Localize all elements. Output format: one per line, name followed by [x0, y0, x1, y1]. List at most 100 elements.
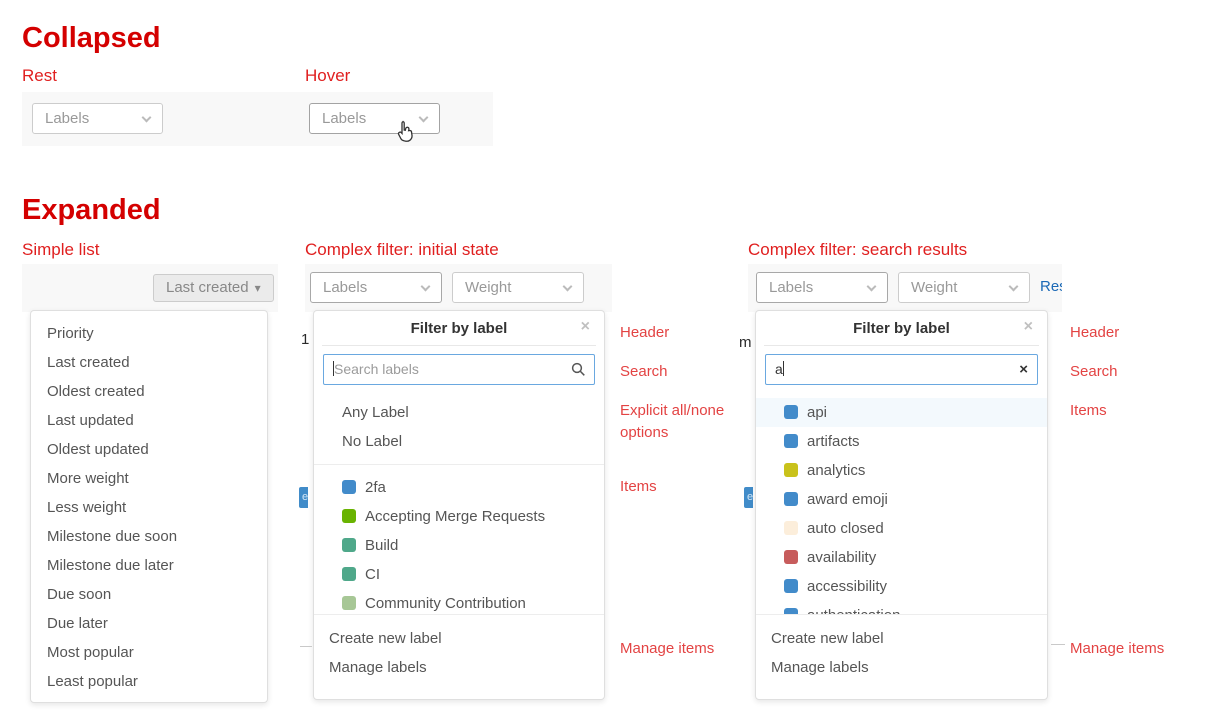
weight-dropdown[interactable]: Weight: [898, 272, 1030, 303]
label-option[interactable]: artifacts: [756, 427, 1047, 456]
annotation-all-none: Explicit all/none options: [620, 402, 725, 441]
dropdown-label: Weight: [911, 279, 958, 296]
sort-toggle-label: Last created: [166, 279, 249, 296]
label-option[interactable]: Accepting Merge Requests: [314, 502, 604, 531]
label-color-swatch: [784, 492, 798, 506]
label-search-field[interactable]: Search labels: [323, 354, 595, 385]
manage-action[interactable]: Manage labels: [771, 659, 869, 676]
label-name: accessibility: [807, 578, 888, 595]
label-name: Accepting Merge Requests: [365, 508, 546, 525]
label-option[interactable]: accessibility: [756, 572, 1047, 601]
manage-action[interactable]: Manage labels: [329, 659, 427, 676]
close-icon[interactable]: ×: [1023, 318, 1033, 335]
sort-option[interactable]: Less weight: [47, 499, 127, 516]
weight-dropdown[interactable]: Weight: [452, 272, 584, 303]
label-name: analytics: [807, 462, 866, 479]
list-divider: [314, 464, 604, 465]
label-option[interactable]: availability: [756, 543, 1047, 572]
chevron-down-icon: [866, 281, 877, 292]
caret-down-icon: ▾: [254, 281, 261, 295]
sort-option[interactable]: Last created: [47, 354, 130, 371]
label-color-swatch: [784, 463, 798, 477]
all-none-option[interactable]: Any Label: [342, 404, 409, 421]
search-value: a: [775, 361, 783, 377]
search-placeholder: Search labels: [334, 361, 419, 377]
annotation-manage-items: Manage items: [620, 640, 715, 657]
bg-label-chip-fragment: e: [744, 487, 753, 508]
label-search-field[interactable]: a ×: [765, 354, 1038, 385]
sort-option[interactable]: Last updated: [47, 412, 134, 429]
labels-dropdown-hover[interactable]: Labels: [309, 103, 440, 134]
sort-option[interactable]: Oldest created: [47, 383, 145, 400]
chevron-down-icon: [418, 112, 429, 123]
label-option[interactable]: analytics: [756, 456, 1047, 485]
sort-option[interactable]: Due soon: [47, 586, 112, 603]
close-icon[interactable]: ×: [580, 318, 590, 335]
label-color-swatch: [342, 567, 356, 581]
label-filter-dropdown-search: Filter by label × a × api artifacts: [755, 310, 1048, 700]
label-hover: Hover: [305, 66, 351, 85]
dropdown-label: Weight: [465, 279, 512, 296]
label-color-swatch: [342, 538, 356, 552]
dropdown-footer: Create new label Manage labels: [314, 615, 604, 694]
sort-option[interactable]: Most popular: [47, 644, 134, 661]
label-simple-list: Simple list: [22, 240, 100, 259]
labels-dropdown-rest[interactable]: Labels: [32, 103, 163, 134]
label-name: artifacts: [807, 433, 860, 450]
result-group: api artifacts analytics award emoji: [756, 398, 1047, 614]
label-option[interactable]: Build: [314, 531, 604, 560]
label-color-swatch: [784, 405, 798, 419]
clear-search-icon[interactable]: ×: [1019, 361, 1028, 378]
manage-action[interactable]: Create new label: [329, 630, 442, 647]
label-option[interactable]: award emoji: [756, 485, 1047, 514]
label-name: CI: [365, 566, 380, 583]
annotation-items: Items: [1070, 402, 1107, 419]
dropdown-title: Filter by label ×: [764, 311, 1039, 346]
label-name: award emoji: [807, 491, 888, 508]
labels-dropdown-open[interactable]: Labels: [310, 272, 442, 303]
label-option[interactable]: api: [756, 398, 1047, 427]
bg-label-chip-fragment: e: [299, 487, 308, 508]
label-option[interactable]: CI: [314, 560, 604, 589]
label-rest: Rest: [22, 66, 57, 85]
annotation-search: Search: [1070, 363, 1118, 380]
label-name: authentication: [807, 607, 900, 614]
all-none-option[interactable]: No Label: [342, 433, 403, 450]
sort-option[interactable]: Milestone due soon: [47, 528, 178, 545]
annotation-manage-items: Manage items: [1070, 640, 1165, 657]
sort-dropdown-toggle[interactable]: Last created ▾: [153, 274, 274, 302]
sort-option[interactable]: Due later: [47, 615, 108, 632]
label-option[interactable]: Community Contribution: [314, 589, 604, 614]
label-color-swatch: [342, 509, 356, 523]
annotation-leader-line: [1051, 644, 1065, 645]
label-color-swatch: [784, 550, 798, 564]
all-none-group: Any Label No Label: [314, 398, 604, 456]
search-results-demo-panel: Labels Weight Res: [748, 264, 1062, 312]
dropdown-label: Labels: [769, 279, 814, 296]
label-color-swatch: [784, 579, 798, 593]
sort-option[interactable]: Least popular: [47, 673, 138, 690]
label-option[interactable]: authentication: [756, 601, 1047, 614]
sort-option[interactable]: Milestone due later: [47, 557, 174, 574]
sort-option[interactable]: Priority: [47, 325, 94, 342]
text-cursor: [333, 361, 334, 377]
annotation-items: Items: [620, 478, 657, 495]
labels-dropdown-open[interactable]: Labels: [756, 272, 888, 303]
bg-text-fragment: 1: [301, 331, 310, 348]
sort-option[interactable]: More weight: [47, 470, 129, 487]
label-option[interactable]: auto closed: [756, 514, 1047, 543]
label-option-list: Any Label No Label 2fa Accepting Merge Re…: [314, 393, 604, 615]
label-group: 2fa Accepting Merge Requests Build CI: [314, 473, 604, 614]
chevron-down-icon: [1008, 281, 1019, 292]
reset-link-clipped[interactable]: Res: [1040, 278, 1062, 295]
label-name: api: [807, 404, 828, 421]
cursor-hand-icon: [397, 120, 413, 142]
section-title-collapsed: Collapsed: [22, 22, 161, 54]
label-option[interactable]: 2fa: [314, 473, 604, 502]
label-color-swatch: [784, 608, 798, 614]
annotation-header: Header: [620, 324, 670, 341]
dropdown-label: Labels: [322, 110, 367, 127]
manage-action[interactable]: Create new label: [771, 630, 884, 647]
sort-option[interactable]: Oldest updated: [47, 441, 149, 458]
